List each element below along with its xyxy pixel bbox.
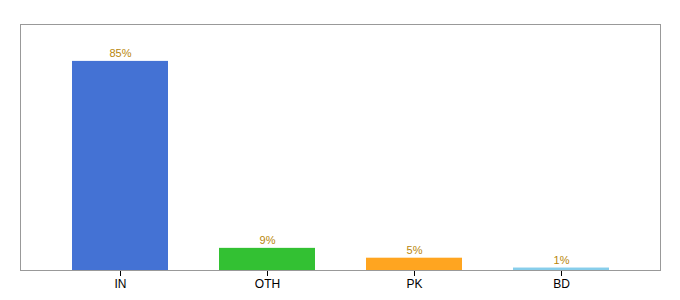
svg-text:PK: PK: [406, 277, 422, 291]
svg-text:5%: 5%: [407, 244, 423, 256]
svg-text:IN: IN: [115, 277, 127, 291]
svg-text:BD: BD: [553, 277, 570, 291]
svg-text:OTH: OTH: [255, 277, 280, 291]
svg-text:85%: 85%: [109, 47, 131, 59]
svg-text:1%: 1%: [554, 254, 570, 266]
svg-text:9%: 9%: [260, 234, 276, 246]
